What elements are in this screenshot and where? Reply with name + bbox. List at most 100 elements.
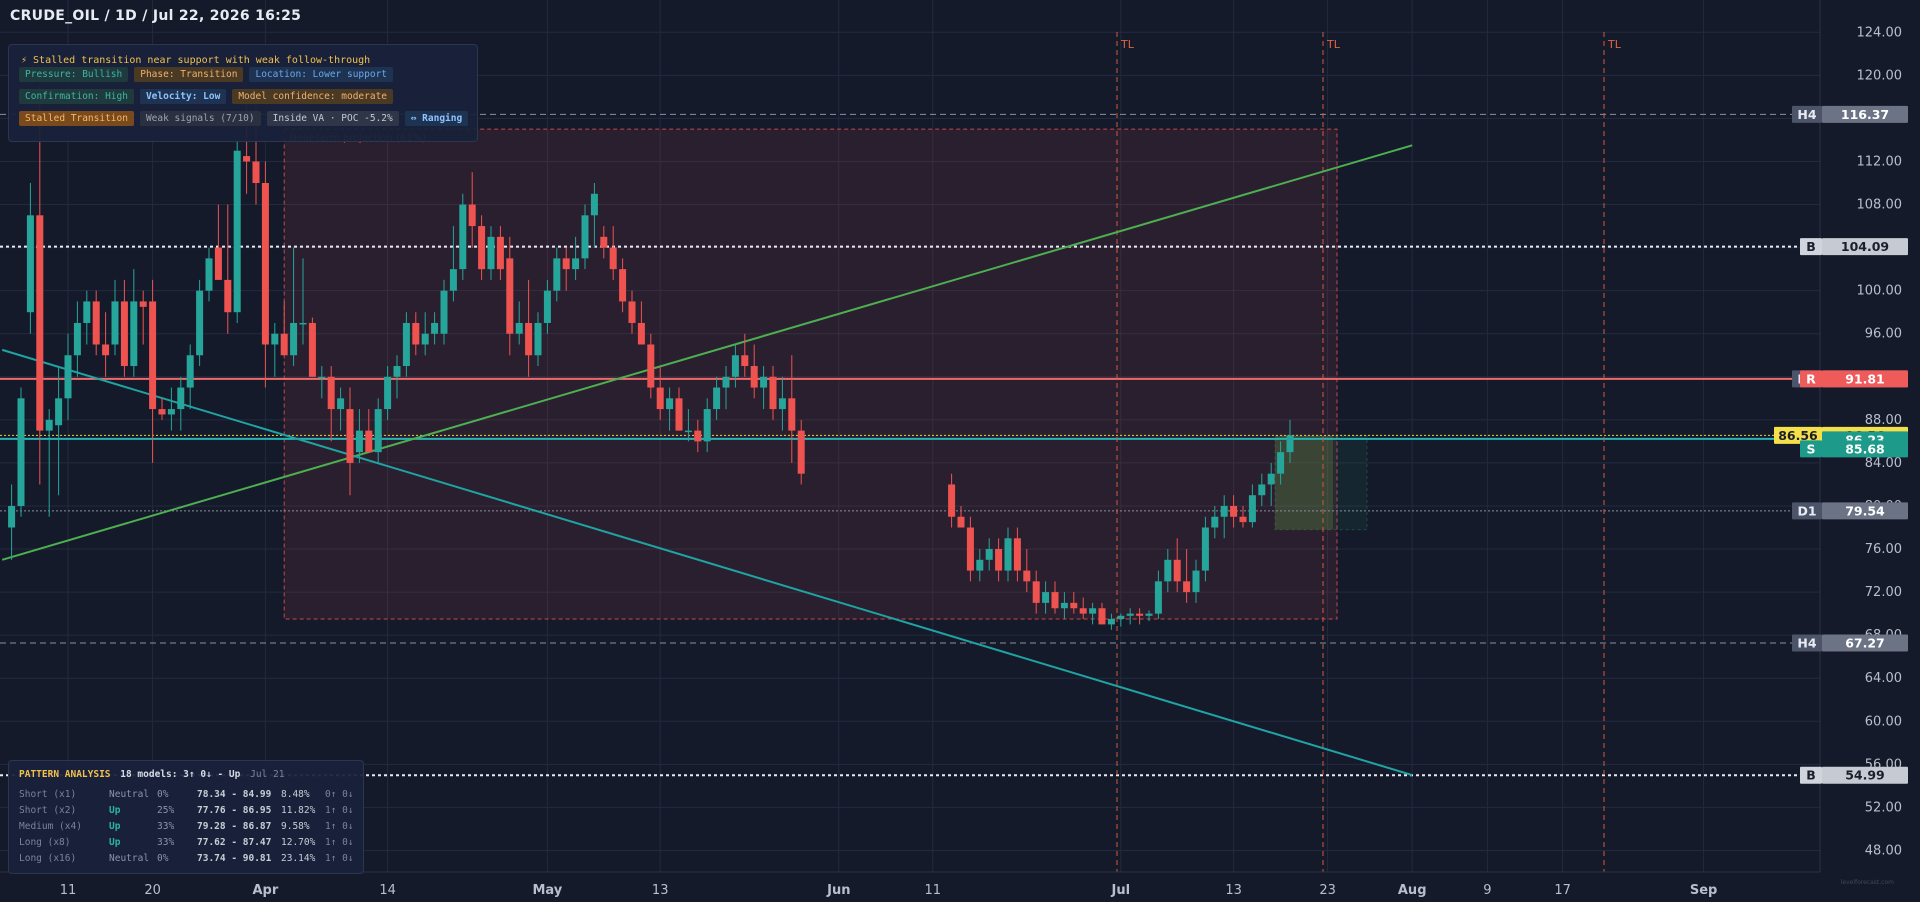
price-tick-label: 64.00 — [1865, 671, 1902, 686]
candle-body — [233, 150, 241, 313]
time-axis[interactable]: 11 20 Apr 14 May 13 Jun 11 Jul 13 23 Aug 9 17 Sep — [0, 871, 1820, 898]
candle — [1154, 570, 1162, 620]
status-tag: Velocity: Low — [139, 89, 227, 104]
pattern-arrows: 1↑ 0↓ — [325, 821, 354, 832]
candle — [966, 516, 974, 582]
candle — [92, 290, 100, 356]
level-badge-text: D1 — [1797, 503, 1816, 518]
projection-box — [283, 128, 1338, 620]
price-tick-label: 60.00 — [1865, 714, 1902, 729]
level-badge-bg — [1792, 105, 1822, 123]
pattern-direction: Up — [109, 837, 121, 848]
level-price-tag-bg — [1822, 440, 1908, 458]
candle — [788, 355, 796, 463]
candle — [1079, 597, 1087, 620]
candle-body — [449, 269, 457, 291]
candle — [402, 312, 410, 377]
price-tick-label: 120.00 — [1857, 68, 1903, 83]
candle — [496, 226, 504, 280]
candle-body — [496, 236, 504, 270]
level-badge-text: S — [1806, 441, 1815, 456]
candle-body — [224, 279, 232, 313]
candle-body — [1032, 581, 1040, 603]
candle — [130, 269, 138, 377]
candle-body — [731, 355, 739, 377]
candle — [196, 279, 204, 367]
candle — [374, 398, 382, 463]
level-price-tag: 54.99 — [1822, 766, 1908, 784]
level-price-tag: 67.27 — [1822, 634, 1908, 652]
candle-body — [647, 344, 655, 388]
pattern-range: 78.34 - 84.99 — [197, 789, 272, 800]
candle — [36, 86, 44, 485]
candle — [609, 226, 617, 280]
candle — [656, 366, 664, 420]
candle — [1173, 538, 1181, 593]
level-price-tag-bg — [1822, 238, 1908, 256]
pattern-direction: Neutral — [109, 853, 150, 864]
level-badge-text: R — [1806, 371, 1816, 386]
level-price-tag-text: 85.68 — [1845, 441, 1885, 456]
candle — [1089, 602, 1097, 625]
candle — [543, 279, 551, 334]
candle-body — [196, 290, 204, 356]
candle-body — [525, 322, 533, 356]
candle — [619, 258, 627, 313]
candle-body — [656, 387, 664, 410]
candle — [722, 366, 730, 410]
candle — [111, 279, 119, 356]
candle-body — [459, 204, 467, 270]
candle — [525, 279, 533, 377]
candle-body — [1173, 559, 1181, 582]
candle-body — [111, 301, 119, 345]
level-badge: H4 — [1792, 634, 1822, 652]
candle — [1004, 527, 1012, 582]
candle-body — [1004, 538, 1012, 571]
candle-body — [139, 301, 147, 307]
level-badge: B — [1800, 766, 1822, 784]
candle-body — [1201, 527, 1209, 571]
pattern-summary: 18 models: 3↑ 0↓ - Up — [120, 769, 241, 780]
pattern-range: 77.76 - 86.95 — [197, 805, 272, 816]
candle-body — [55, 398, 63, 426]
candle-body — [130, 301, 138, 367]
candle — [1098, 602, 1106, 625]
candle — [308, 317, 316, 377]
status-tag: Model confidence: moderate — [232, 89, 394, 104]
status-panel: ⚡ Stalled transition near support with w… — [8, 44, 478, 142]
candle-body — [1267, 473, 1275, 485]
candle — [1126, 608, 1134, 625]
candle-body — [534, 322, 542, 356]
candle — [318, 366, 326, 399]
pattern-arrows: 0↑ 0↓ — [325, 789, 354, 800]
time-tick-label: 23 — [1319, 883, 1336, 898]
candle-body — [8, 505, 16, 528]
candle-body — [788, 398, 796, 431]
candle — [976, 549, 984, 582]
candle-body — [778, 398, 786, 410]
candle-body — [1183, 581, 1191, 593]
pattern-arrows: 1↑ 0↓ — [325, 853, 354, 864]
chart-grid — [0, 0, 1820, 872]
candle-body — [769, 376, 777, 410]
candle — [1145, 610, 1153, 622]
candle-body — [750, 366, 758, 388]
candle-body — [985, 549, 993, 560]
candle-body — [506, 258, 514, 334]
candle-body — [308, 322, 316, 377]
candle-body — [1023, 570, 1031, 582]
level-badge: H4 — [1792, 105, 1822, 123]
candle-body — [515, 322, 523, 334]
pattern-range: 77.62 - 87.47 — [197, 837, 272, 848]
candle-body — [92, 301, 100, 345]
candle-body — [346, 409, 354, 463]
candle-body — [966, 527, 974, 571]
level-price-tag: 85.68 — [1822, 440, 1908, 458]
candle-body — [1079, 608, 1087, 614]
pattern-header: PATTERN ANALYSIS 18 models: 3↑ 0↓ - Up J… — [19, 769, 284, 780]
time-tick-label: 11 — [60, 883, 77, 898]
candle-body — [797, 430, 805, 474]
pattern-direction: Up — [109, 805, 121, 816]
candle-body — [73, 322, 81, 356]
pattern-name: Long (x8) — [19, 837, 71, 848]
